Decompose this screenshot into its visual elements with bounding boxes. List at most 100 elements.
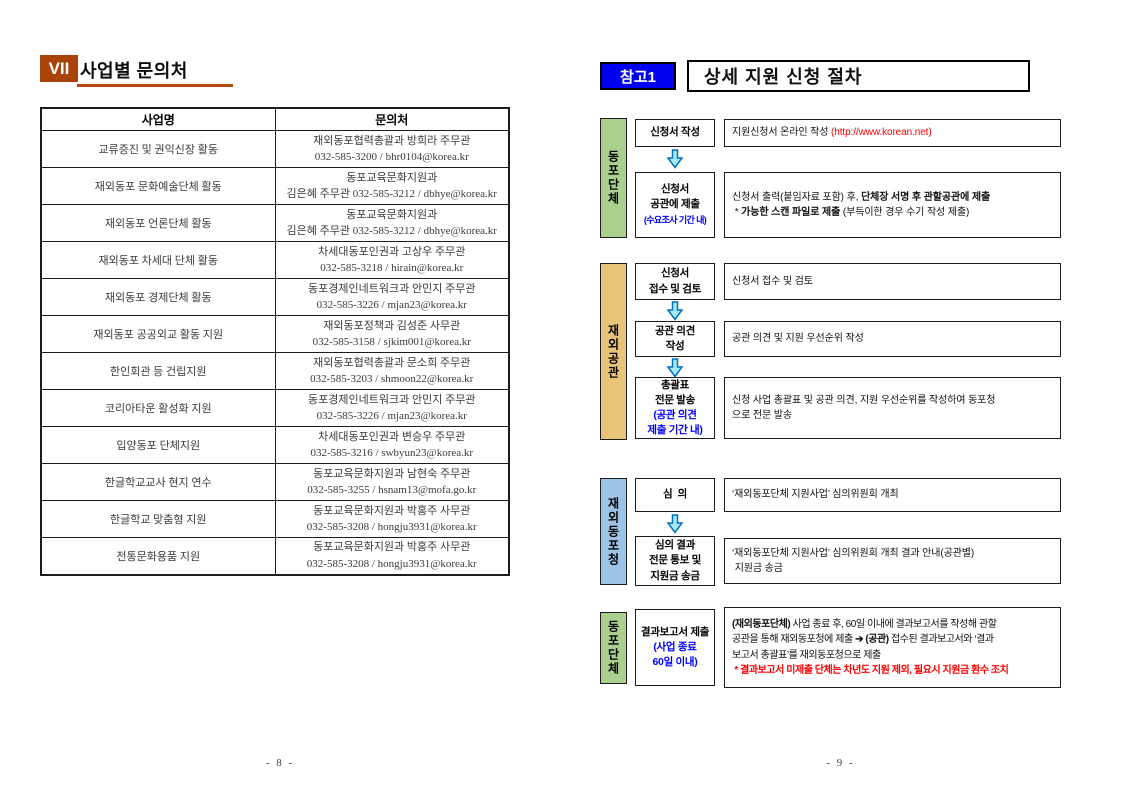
project-name-cell: 전통문화용품 지원 [40, 537, 276, 575]
contact-cell: 차세대동포인권과 고상우 주무관 032-585-3218 / hirain@k… [274, 241, 510, 279]
project-name-cell: 재외동포 경제단체 활동 [40, 278, 276, 316]
project-name-cell: 입양동포 단체지원 [40, 426, 276, 464]
contact-line: 032-585-3218 / hirain@korea.kr [320, 262, 464, 274]
step-box: 공관 의견 작성 [635, 321, 715, 357]
contact-line: 재외동포협력총괄과 방희라 주무관 [313, 134, 471, 147]
contact-line: 032-585-3208 / hongju3931@korea.kr [306, 557, 477, 570]
table-row: 재외동포 문화예술단체 활동 동포교육문화지원과 김은혜 주무관 032-585… [40, 167, 510, 205]
desc-box: 신청서 접수 및 검토 [724, 263, 1061, 300]
table-row: 교류증진 및 권익신장 활동 재외동포협력총괄과 방희라 주무관 032-585… [40, 130, 510, 168]
table-row: 재외동포 공공외교 활동 지원 재외동포정책과 김성준 사무관 032-585-… [40, 315, 510, 353]
contact-line: 동포교육문화지원과 [346, 171, 438, 184]
down-arrow-shape [666, 358, 684, 378]
desc-text: ‘재외동포단체 지원사업’ 심의위원회 개최 [732, 489, 899, 501]
contact-line: 김은혜 주무관 032-585-3212 / dbhye@korea.kr [286, 188, 497, 200]
step-box: 신청서 공관에 제출 (수요조사 기간 내) [635, 172, 715, 238]
desc-text: 신청 사업 총괄표 및 공관 의견, 지원 우선순위를 작성하여 동포청 으로 … [732, 394, 996, 422]
contact-line: 차세대동포인권과 변승우 주무관 [318, 430, 466, 443]
project-name-cell: 재외동포 언론단체 활동 [40, 204, 276, 242]
contact-line: 재외동포협력총괄과 문소희 주무관 [313, 356, 471, 369]
step-text: 공관 의견 작성 [654, 324, 696, 352]
step-box: 총괄표 전문 발송 (공관 의견 제출 기간 내) [635, 377, 715, 439]
contact-line: 동포경제인네트워크과 안민지 주무관 [308, 282, 476, 295]
contact-line: 032-585-3203 / shmoon22@korea.kr [310, 373, 474, 385]
contact-cell: 동포교육문화지원과 김은혜 주무관 032-585-3212 / dbhye@k… [274, 204, 510, 242]
actor-box-jaeoe-dongpo-cheong: 재외동포청 [600, 478, 627, 585]
step-box: 신청서 접수 및 검토 [635, 263, 715, 300]
column-header-contact: 문의처 [274, 107, 510, 131]
down-arrow-shape [666, 514, 684, 534]
step-text: 총괄표 전문 발송 (공관 의견 제출 기간 내) [647, 378, 703, 437]
desc-box: 지원신청서 온라인 작성 (http://www.korean.net) [724, 119, 1061, 147]
contact-line: 동포교육문화지원과 박홍주 사무관 [313, 541, 471, 554]
step-text: 신청서 접수 및 검토 [648, 267, 702, 295]
title-underline [77, 84, 233, 87]
contact-line: 032-585-3255 / hsnam13@mofa.go.kr [307, 484, 477, 496]
section-number-badge: VII [40, 55, 78, 82]
desc-text: 신청서 접수 및 검토 [732, 275, 813, 287]
step-text: 결과보고서 제출 (사업 종료 60일 이내) [640, 625, 710, 669]
contact-line: 김은혜 주무관 032-585-3212 / dbhye@korea.kr [286, 225, 497, 237]
contact-line: 동포교육문화지원과 박홍주 사무관 [313, 504, 471, 517]
table-row: 한글학교교사 현지 연수 동포교육문화지원과 남현숙 주무관 032-585-3… [40, 463, 510, 501]
contact-cell: 동포교육문화지원과 남현숙 주무관 032-585-3255 / hsnam13… [274, 463, 510, 501]
contact-cell: 재외동포정책과 김성준 사무관 032-585-3158 / sjkim001@… [274, 315, 510, 353]
project-name-cell: 한글학교 맞춤형 지원 [40, 500, 276, 538]
desc-box: ‘재외동포단체 지원사업’ 심의위원회 개최 결과 안내(공관별) 지원금 송금 [724, 538, 1061, 584]
down-arrow-shape [666, 149, 684, 169]
contact-cell: 동포경제인네트워크과 안민지 주무관 032-585-3226 / mjan23… [274, 278, 510, 316]
table-row: 한인회관 등 건립지원 재외동포협력총괄과 문소희 주무관 032-585-32… [40, 352, 510, 390]
actor-box-dongpo-danche-final: 동포단체 [600, 612, 627, 684]
step-text: 신청서 공관에 제출 (수요조사 기간 내) [643, 183, 707, 225]
header-row: 사업명 문의처 [40, 107, 510, 131]
project-name-cell: 재외동포 차세대 단체 활동 [40, 241, 276, 279]
down-arrow-icon [665, 149, 685, 169]
down-arrow-icon [665, 514, 685, 534]
contact-line: 032-585-3216 / swbyun23@korea.kr [310, 447, 474, 459]
project-name-cell: 재외동포 문화예술단체 활동 [40, 167, 276, 205]
down-arrow-icon [665, 358, 685, 378]
contact-line: 032-585-3200 / bhr0104@korea.kr [314, 151, 469, 163]
project-name-cell: 재외동포 공공외교 활동 지원 [40, 315, 276, 353]
desc-text: 지원신청서 온라인 작성 (http://www.korean.net) [732, 127, 932, 139]
contact-line: 032-585-3226 / mjan23@korea.kr [316, 410, 467, 422]
step-box: 결과보고서 제출 (사업 종료 60일 이내) [635, 609, 715, 686]
page-number-left: - 8 - [265, 757, 295, 769]
desc-text: 신청서 출력(붙임자료 포함) 후, 단체장 서명 후 관할공관에 제출 * 가… [732, 191, 991, 219]
actor-box-jaeoe-gonggwan: 재외공관 [600, 263, 627, 440]
reference-badge: 참고1 [600, 62, 676, 90]
column-header-project: 사업명 [40, 107, 276, 131]
contact-line: 동포교육문화지원과 [346, 208, 438, 221]
table-row: 한글학교 맞춤형 지원 동포교육문화지원과 박홍주 사무관 032-585-32… [40, 500, 510, 538]
contact-cell: 동포교육문화지원과 박홍주 사무관 032-585-3208 / hongju3… [274, 537, 510, 575]
desc-box: 신청 사업 총괄표 및 공관 의견, 지원 우선순위를 작성하여 동포청 으로 … [724, 377, 1061, 439]
right-page-title-box: 상세 지원 신청 절차 [687, 60, 1030, 92]
contact-line: 032-585-3158 / sjkim001@korea.kr [312, 336, 471, 348]
contact-cell: 동포교육문화지원과 김은혜 주무관 032-585-3212 / dbhye@k… [274, 167, 510, 205]
contact-table-body: 교류증진 및 권익신장 활동 재외동포협력총괄과 방희라 주무관 032-585… [40, 130, 510, 575]
contact-cell: 재외동포협력총괄과 방희라 주무관 032-585-3200 / bhr0104… [274, 130, 510, 168]
contact-cell: 차세대동포인권과 변승우 주무관 032-585-3216 / swbyun23… [274, 426, 510, 464]
contact-table: 사업명 문의처 교류증진 및 권익신장 활동 재외동포협력총괄과 방희라 주무관… [40, 107, 510, 576]
step-box: 신청서 작성 [635, 119, 715, 147]
contact-line: 동포교육문화지원과 남현숙 주무관 [313, 467, 471, 480]
contact-cell: 동포경제인네트워크과 안민지 주무관 032-585-3226 / mjan23… [274, 389, 510, 427]
step-text: 심의 결과 전문 통보 및 지원금 송금 [648, 539, 702, 582]
table-row: 재외동포 언론단체 활동 동포교육문화지원과 김은혜 주무관 032-585-3… [40, 204, 510, 242]
actor-box-dongpo-danche: 동포단체 [600, 118, 627, 238]
left-page-title: 사업별 문의처 [80, 61, 188, 81]
contact-line: 032-585-3208 / hongju3931@korea.kr [306, 521, 477, 533]
desc-box: 공관 의견 및 지원 우선순위 작성 [724, 321, 1061, 357]
table-row: 입양동포 단체지원 차세대동포인권과 변승우 주무관 032-585-3216 … [40, 426, 510, 464]
table-row: 재외동포 차세대 단체 활동 차세대동포인권과 고상우 주무관 032-585-… [40, 241, 510, 279]
desc-box: ‘재외동포단체 지원사업’ 심의위원회 개최 [724, 478, 1061, 512]
project-name-cell: 한글학교교사 현지 연수 [40, 463, 276, 501]
contact-cell: 재외동포협력총괄과 문소희 주무관 032-585-3203 / shmoon2… [274, 352, 510, 390]
table-row: 전통문화용품 지원 동포교육문화지원과 박홍주 사무관 032-585-3208… [40, 537, 510, 575]
desc-box: (재외동포단체) 사업 종료 후, 60일 이내에 결과보고서를 작성해 관할 … [724, 607, 1061, 688]
contact-table-head: 사업명 문의처 [40, 107, 510, 131]
step-text: 심 의 [663, 488, 687, 501]
step-text: 신청서 작성 [650, 126, 700, 139]
contact-line: 차세대동포인권과 고상우 주무관 [318, 245, 466, 258]
